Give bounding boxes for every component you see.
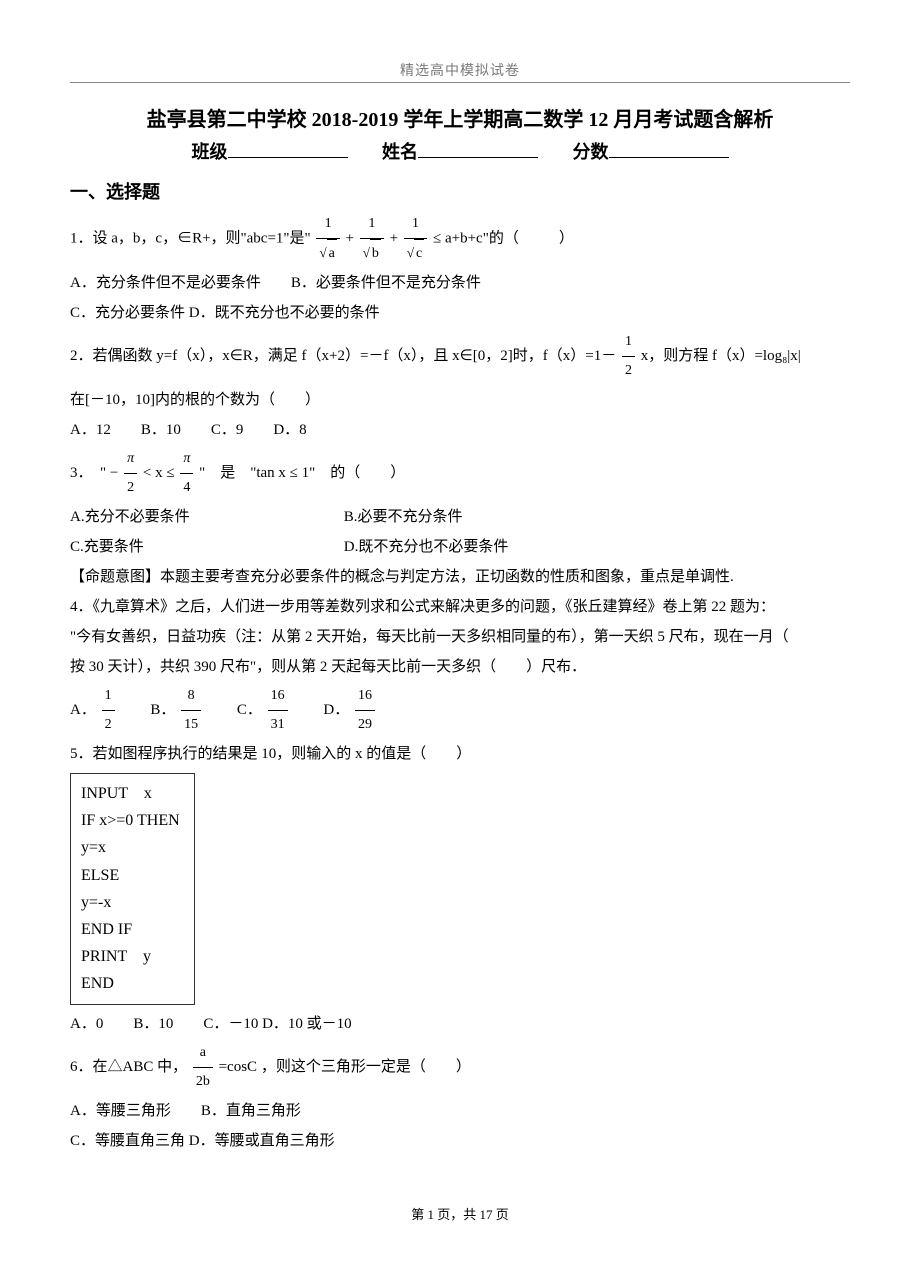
q2-frac: 12: [622, 328, 635, 385]
code-line: IF x>=0 THEN: [81, 807, 180, 834]
code-line: ELSE: [81, 862, 180, 889]
q4-D: D．: [293, 702, 349, 718]
section-1-heading: 一、选择题: [70, 178, 850, 204]
q2-stem-line2: 在[－10，10]内的根的个数为（ ）: [70, 385, 850, 415]
q1-frac2: 1b: [360, 210, 384, 268]
header-rule: [70, 82, 850, 83]
q6-option-row2: C．等腰直角三角 D．等腰或直角三角形: [70, 1126, 850, 1156]
q2-options: A．12 B．10 C．9 D．8: [70, 415, 850, 445]
q4-fracD: 1629: [355, 682, 375, 739]
q1-suffix: ≤ a+b+c"的（: [433, 230, 519, 246]
running-header: 精选高中模拟试卷: [70, 60, 850, 80]
q3-neg: −: [110, 465, 118, 481]
q4-line3: 按 30 天计），共织 390 尺布"，则从第 2 天起每天比前一天多织（ ）尺…: [70, 652, 850, 682]
footer-total: 17: [480, 1207, 493, 1222]
q4-options: A． 12 B． 815 C． 1631 D． 1629: [70, 682, 850, 739]
q1-prefix: 1．设 a，b，c，∈R+，则"abc=1"是": [70, 230, 311, 246]
q6-frac: a2b: [193, 1039, 213, 1096]
q6-stem: 6．在△ABC 中， a2b =cosC ，则这个三角形一定是（ ）: [70, 1039, 850, 1096]
code-line: END: [81, 970, 180, 997]
q1-frac3: 1c: [404, 210, 427, 268]
q3-lt: < x ≤: [143, 465, 178, 481]
q3-prefix: 3． ": [70, 465, 106, 481]
name-label: 姓名: [382, 142, 418, 162]
code-line: y=x: [81, 834, 180, 861]
q6-eq: =cosC: [219, 1058, 257, 1074]
q3-suffix: " 是 "tan x ≤ 1" 的（ ）: [199, 465, 405, 481]
q1-stem: 1．设 a，b，c，∈R+，则"abc=1"是" 1a + 1b + 1c ≤ …: [70, 210, 850, 268]
q3-stem: 3． " − π2 < x ≤ π4 " 是 "tan x ≤ 1" 的（ ）: [70, 445, 850, 502]
q6-suffix: ，则这个三角形一定是（ ）: [261, 1058, 471, 1074]
q4-B: B．: [120, 702, 175, 718]
footer-a: 第: [411, 1207, 427, 1222]
class-label: 班级: [192, 142, 228, 162]
q1-frac1: 1a: [316, 210, 339, 268]
page-footer: 第 1 页，共 17 页: [0, 1204, 920, 1223]
q4-line2: "今有女善织，日益功疾（注：从第 2 天开始，每天比前一天多织相同量的布），第一…: [70, 622, 850, 652]
q3-optC: C.充要条件: [70, 532, 340, 562]
score-label: 分数: [573, 142, 609, 162]
q4-fracC: 1631: [268, 682, 288, 739]
code-line: PRINT y: [81, 943, 180, 970]
q5-code-box: INPUT x IF x>=0 THEN y=x ELSE y=-x END I…: [70, 773, 195, 1005]
q4-line1: 4．《九章算术》之后，人们进一步用等差数列求和公式来解决更多的问题，《张丘建算经…: [70, 592, 850, 622]
q1-end: ）: [559, 230, 574, 246]
q3-options-row2: C.充要条件 D.既不充分也不必要条件: [70, 532, 850, 562]
q5-stem: 5．若如图程序执行的结果是 10，则输入的 x 的值是（ ）: [70, 739, 850, 769]
q4-fracB: 815: [181, 682, 201, 739]
q4-fracA: 12: [102, 682, 115, 739]
footer-e: 页: [493, 1207, 509, 1222]
code-line: END IF: [81, 916, 180, 943]
q3-frac2: π4: [180, 445, 193, 502]
q2-stem-line1: 2．若偶函数 y=f（x），x∈R，满足 f（x+2）=－f（x），且 x∈[0…: [70, 328, 850, 385]
q3-optD: D.既不充分也不必要条件: [344, 539, 509, 555]
code-line: y=-x: [81, 889, 180, 916]
code-line: INPUT x: [81, 780, 180, 807]
document-title: 盐亭县第二中学校 2018-2019 学年上学期高二数学 12 月月考试题含解析: [70, 103, 850, 132]
q4-C: C．: [207, 702, 262, 718]
q3-optB: B.必要不充分条件: [344, 509, 463, 525]
q3-frac1: π2: [124, 445, 137, 502]
q2-l1a: 2．若偶函数 y=f（x），x∈R，满足 f（x+2）=－f（x），且 x∈[0…: [70, 348, 616, 364]
page: 精选高中模拟试卷 盐亭县第二中学校 2018-2019 学年上学期高二数学 12…: [0, 0, 920, 1273]
score-blank[interactable]: [609, 157, 729, 158]
q1-option-row2: C．充分必要条件 D．既不充分也不必要的条件: [70, 298, 850, 328]
q2-l1b: x，则方程 f（x）=log₈|x|: [641, 348, 801, 364]
info-row: 班级 姓名 分数: [70, 138, 850, 164]
q3-options-row1: A.充分不必要条件 B.必要不充分条件: [70, 502, 850, 532]
q5-options: A．0 B．10 C．－10 D．10 或－10: [70, 1009, 850, 1039]
name-blank[interactable]: [418, 157, 538, 158]
q4-A: A．: [70, 702, 96, 718]
q1-option-row1: A．充分条件但不是必要条件 B．必要条件但不是充分条件: [70, 268, 850, 298]
q3-note: 【命题意图】本题主要考查充分必要条件的概念与判定方法，正切函数的性质和图象，重点…: [70, 562, 850, 592]
q6-option-row1: A．等腰三角形 B．直角三角形: [70, 1096, 850, 1126]
class-blank[interactable]: [228, 157, 348, 158]
q6-prefix: 6．在△ABC 中，: [70, 1058, 187, 1074]
q3-optA: A.充分不必要条件: [70, 502, 340, 532]
footer-c: 页，共: [434, 1207, 480, 1222]
